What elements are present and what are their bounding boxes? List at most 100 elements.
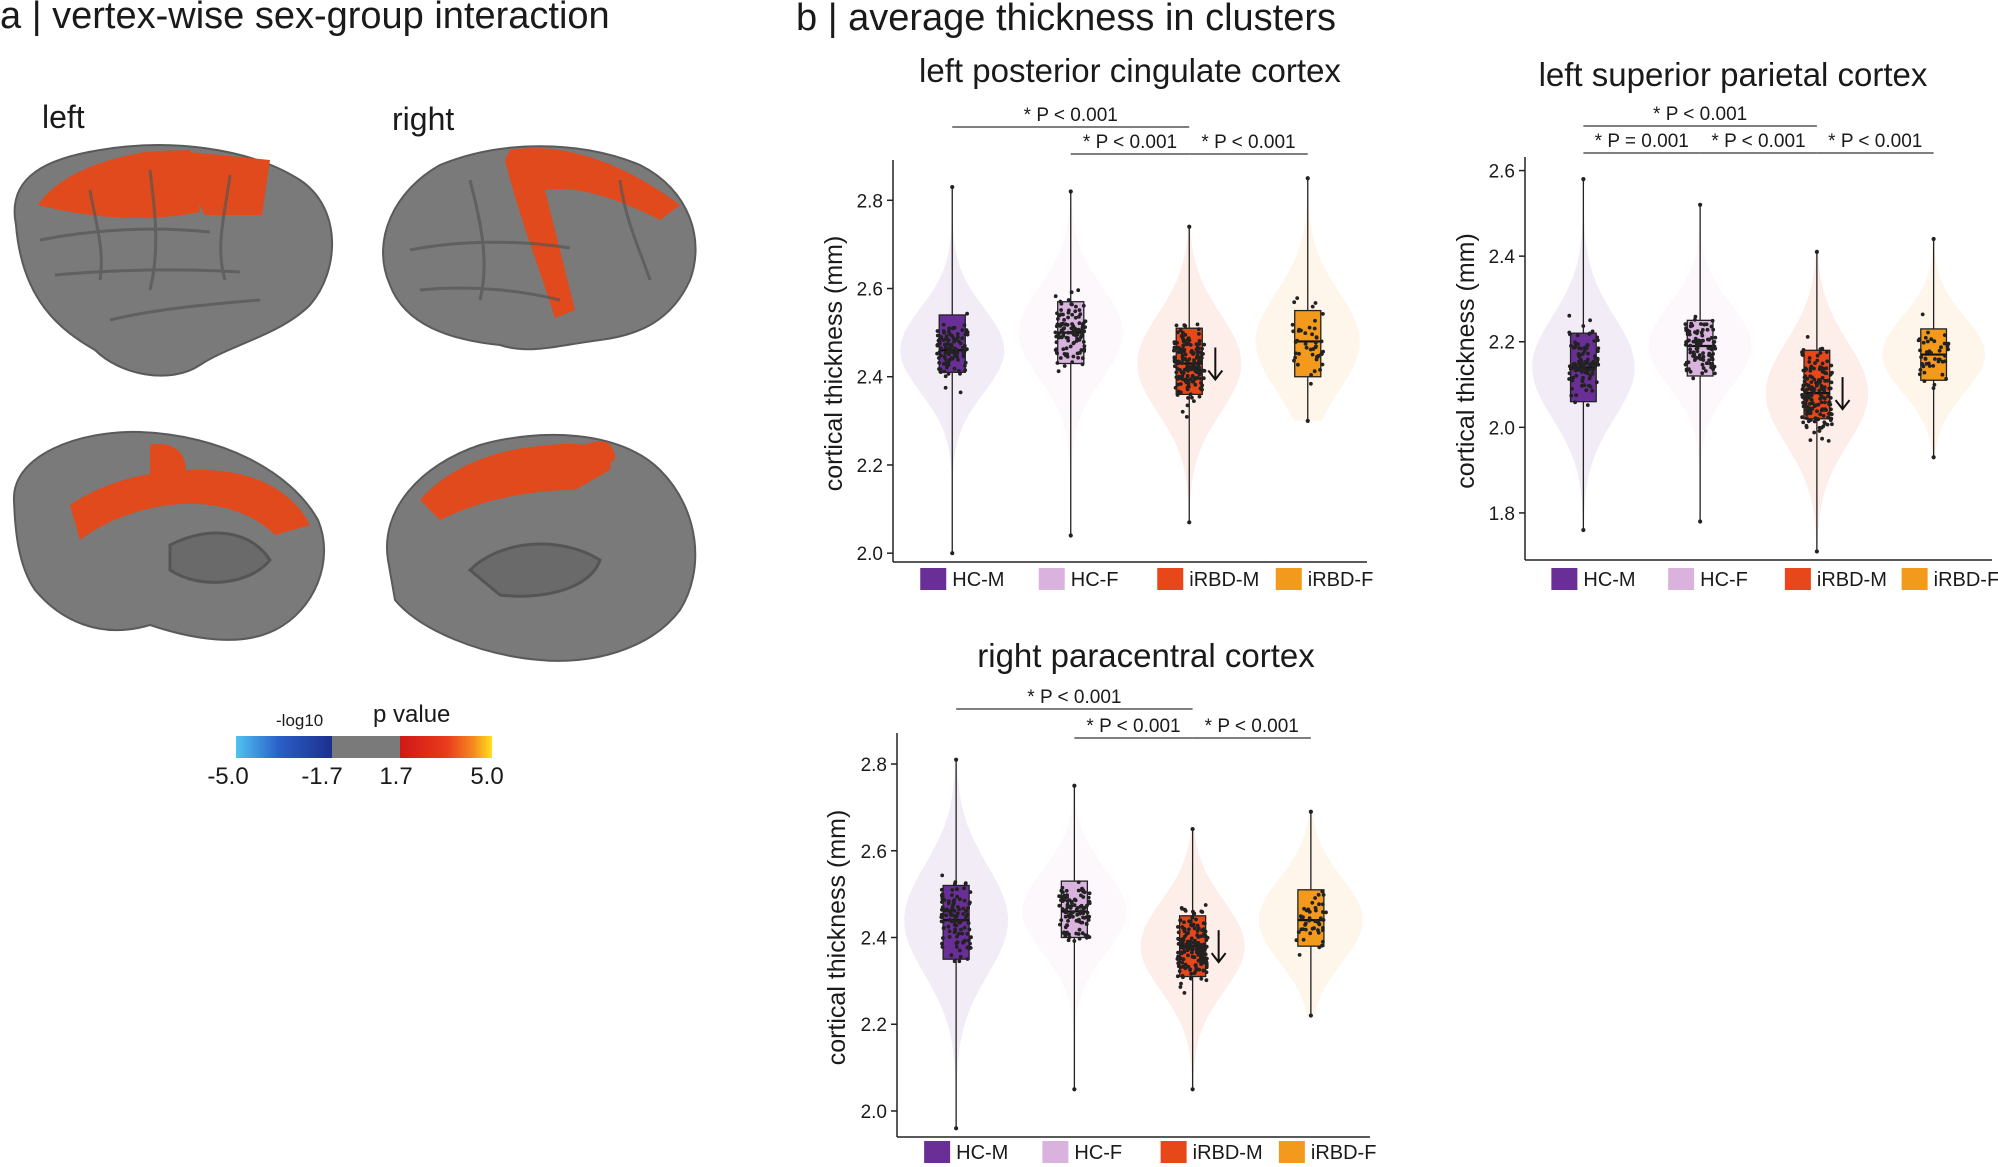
data-point	[1815, 409, 1819, 414]
data-point	[1191, 362, 1196, 366]
data-point	[1064, 932, 1069, 936]
data-point	[1180, 353, 1185, 358]
data-point	[1316, 921, 1321, 925]
data-point	[953, 917, 958, 921]
colorbar-tick: -5.0	[207, 763, 248, 790]
data-point	[1579, 362, 1584, 367]
data-point	[1055, 361, 1060, 365]
chart-title: left superior parietal cortex	[1539, 56, 1928, 93]
chart-right-paracentral: right paracentral cortex cortical thickne…	[823, 637, 1376, 1164]
data-point	[1924, 350, 1929, 355]
data-point	[945, 365, 949, 370]
data-point	[1698, 519, 1703, 524]
data-point	[1073, 309, 1078, 314]
data-point	[1800, 352, 1805, 357]
data-point	[954, 337, 959, 342]
data-point	[1711, 352, 1715, 356]
data-point	[1693, 314, 1698, 319]
data-point	[1806, 395, 1811, 400]
data-point	[954, 941, 959, 946]
data-point	[1176, 389, 1181, 394]
data-point	[1196, 953, 1201, 957]
data-point	[1922, 370, 1927, 375]
data-point	[1826, 394, 1830, 399]
data-point	[944, 336, 949, 340]
data-point	[1829, 416, 1834, 421]
data-point	[1569, 344, 1573, 348]
data-point	[1709, 336, 1714, 340]
data-point	[1821, 395, 1826, 400]
data-point	[939, 915, 944, 919]
y-tick-label: 2.0	[861, 1102, 887, 1123]
data-point	[1195, 322, 1200, 327]
data-point	[1069, 302, 1074, 307]
significance-label: * P < 0.001	[1083, 132, 1177, 153]
data-point	[1057, 335, 1061, 340]
legend-swatch-HC-F	[1038, 568, 1065, 590]
data-point	[1189, 976, 1193, 981]
data-point	[1305, 418, 1310, 423]
data-point	[1174, 323, 1179, 328]
colorbar-neutral-segment	[332, 736, 400, 758]
data-point	[958, 390, 963, 395]
data-point	[1192, 399, 1196, 403]
data-point	[1320, 362, 1325, 367]
data-point	[1695, 341, 1700, 346]
data-point	[1192, 926, 1197, 931]
data-point	[1596, 338, 1600, 343]
data-point	[1801, 404, 1806, 409]
data-point	[1821, 386, 1826, 391]
data-point	[1316, 928, 1320, 932]
data-point	[1080, 362, 1085, 367]
data-point	[1066, 315, 1070, 320]
data-point	[1809, 380, 1814, 384]
data-point	[1312, 369, 1317, 374]
significance-label: * P < 0.001	[1027, 687, 1121, 708]
data-point	[1204, 944, 1209, 949]
data-point	[1710, 318, 1715, 323]
data-point	[1056, 317, 1060, 321]
data-point	[1801, 348, 1806, 352]
data-point	[1316, 354, 1321, 358]
data-point	[1577, 346, 1581, 351]
data-point	[1313, 896, 1317, 900]
data-point	[1309, 381, 1313, 386]
data-point	[1193, 969, 1198, 973]
colorbar-negative-segment	[236, 736, 332, 758]
data-point	[959, 927, 963, 932]
data-point	[1186, 396, 1190, 400]
data-point	[1188, 392, 1193, 397]
data-point	[1573, 368, 1578, 373]
data-point	[1303, 331, 1308, 335]
data-point	[940, 941, 944, 946]
data-point	[1314, 344, 1318, 349]
data-point	[1810, 385, 1814, 390]
data-point	[962, 925, 967, 930]
data-point	[941, 936, 945, 940]
data-point	[1194, 947, 1199, 952]
data-point	[1827, 400, 1831, 405]
data-point	[949, 908, 954, 913]
data-point	[1573, 400, 1577, 405]
data-point	[1073, 326, 1077, 331]
data-point	[956, 358, 960, 362]
data-point	[1575, 333, 1580, 338]
data-point	[1310, 352, 1315, 357]
data-point	[1176, 954, 1180, 959]
data-point	[1064, 346, 1069, 351]
data-point	[1186, 947, 1191, 951]
data-point	[1178, 328, 1183, 333]
data-point	[1185, 387, 1190, 392]
data-point	[1314, 335, 1319, 340]
data-point	[1180, 361, 1185, 365]
data-point	[968, 935, 973, 940]
data-point	[1193, 938, 1197, 943]
data-point	[1080, 333, 1084, 337]
y-tick-label: 2.0	[857, 544, 883, 565]
data-point	[1939, 345, 1943, 350]
data-point	[1577, 365, 1582, 370]
data-point	[1059, 918, 1064, 922]
data-point	[1053, 294, 1058, 299]
data-point	[1175, 382, 1180, 387]
data-point	[942, 355, 947, 359]
